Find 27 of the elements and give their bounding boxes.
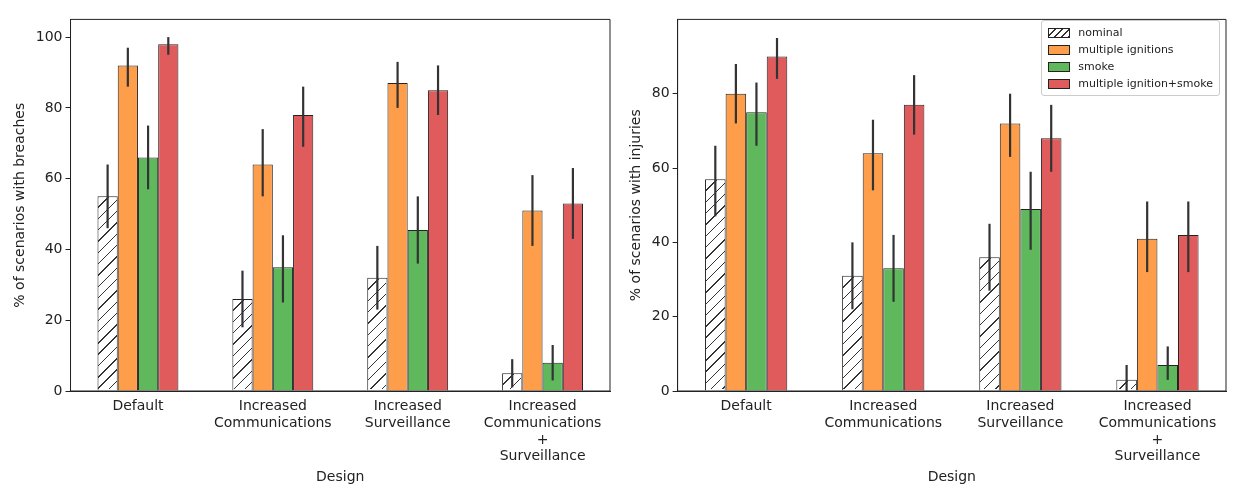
x-axis-title: Design xyxy=(927,468,976,485)
x-axis-title: Design xyxy=(316,468,365,485)
y-tick-label: 60 xyxy=(651,158,670,175)
x-tick-label: Default xyxy=(720,397,773,414)
y-axis-title: % of scenarios with breaches xyxy=(11,102,28,308)
y-tick-label: 40 xyxy=(44,240,63,257)
x-tick-label: Increased Surveillance xyxy=(977,397,1064,430)
y-tick-label: 20 xyxy=(651,307,670,324)
y-tick-label: 80 xyxy=(44,98,63,115)
y-tick-label: 40 xyxy=(651,233,670,249)
y-tick-label: 20 xyxy=(44,310,63,327)
legend-label: nominal xyxy=(1078,26,1123,39)
x-tick-label: Increased Communications xyxy=(214,397,332,430)
x-tick-label: Increased Surveillance xyxy=(364,397,451,430)
y-tick-label: 0 xyxy=(660,381,670,398)
x-tick-label: Increased Communications + Surveillance xyxy=(483,397,602,464)
y-tick-label: 80 xyxy=(651,84,670,101)
x-tick-label: Default xyxy=(112,397,165,414)
legend-label: multiple ignitions xyxy=(1078,43,1174,56)
x-tick-label: Increased Communications xyxy=(824,397,943,430)
y-tick-label: 0 xyxy=(53,381,63,398)
y-tick-label: 100 xyxy=(35,27,63,44)
x-tick-label: Increased Communications + Surveillance xyxy=(1098,397,1217,464)
legend-label: multiple ignition+smoke xyxy=(1078,77,1213,90)
y-axis-title: % of scenarios with injuries xyxy=(627,109,644,302)
y-tick-label: 60 xyxy=(44,169,63,186)
legend-label: smoke xyxy=(1078,60,1115,73)
